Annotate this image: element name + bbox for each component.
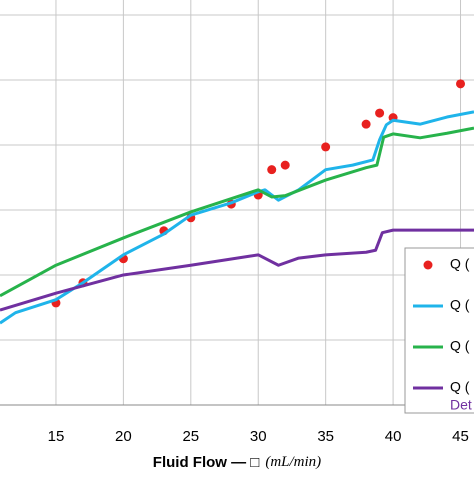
x-axis-label: Fluid Flow — □ (mL/min) [153,454,321,471]
legend-box [404,247,474,414]
x-tick-label: 25 [182,428,199,445]
scatter-point [456,79,466,89]
series-line [0,126,474,298]
scatter-point [267,165,277,175]
legend-marker [423,260,433,270]
scatter-point [375,108,385,118]
x-tick-label: 15 [48,428,65,445]
x-label-unit: (mL/min) [265,454,321,470]
x-label-text: Fluid Flow — □ [153,454,260,471]
scatter-point [280,160,290,170]
x-tick-label: 40 [385,428,402,445]
series-line [0,228,474,312]
legend-label: Q ( [450,297,470,313]
scatter-point [321,142,331,152]
series-line [0,110,474,325]
x-tick-label: 20 [115,428,132,445]
legend-label: Q ( [450,379,470,395]
plot-area [0,0,474,406]
x-tick-label: 35 [317,428,334,445]
legend-label: Det [450,397,472,413]
legend-label: Q ( [450,256,470,272]
legend-label: Q ( [450,338,470,354]
x-tick-label: 30 [250,428,267,445]
scatter-point [361,119,371,129]
x-tick-label: 45 [452,428,469,445]
